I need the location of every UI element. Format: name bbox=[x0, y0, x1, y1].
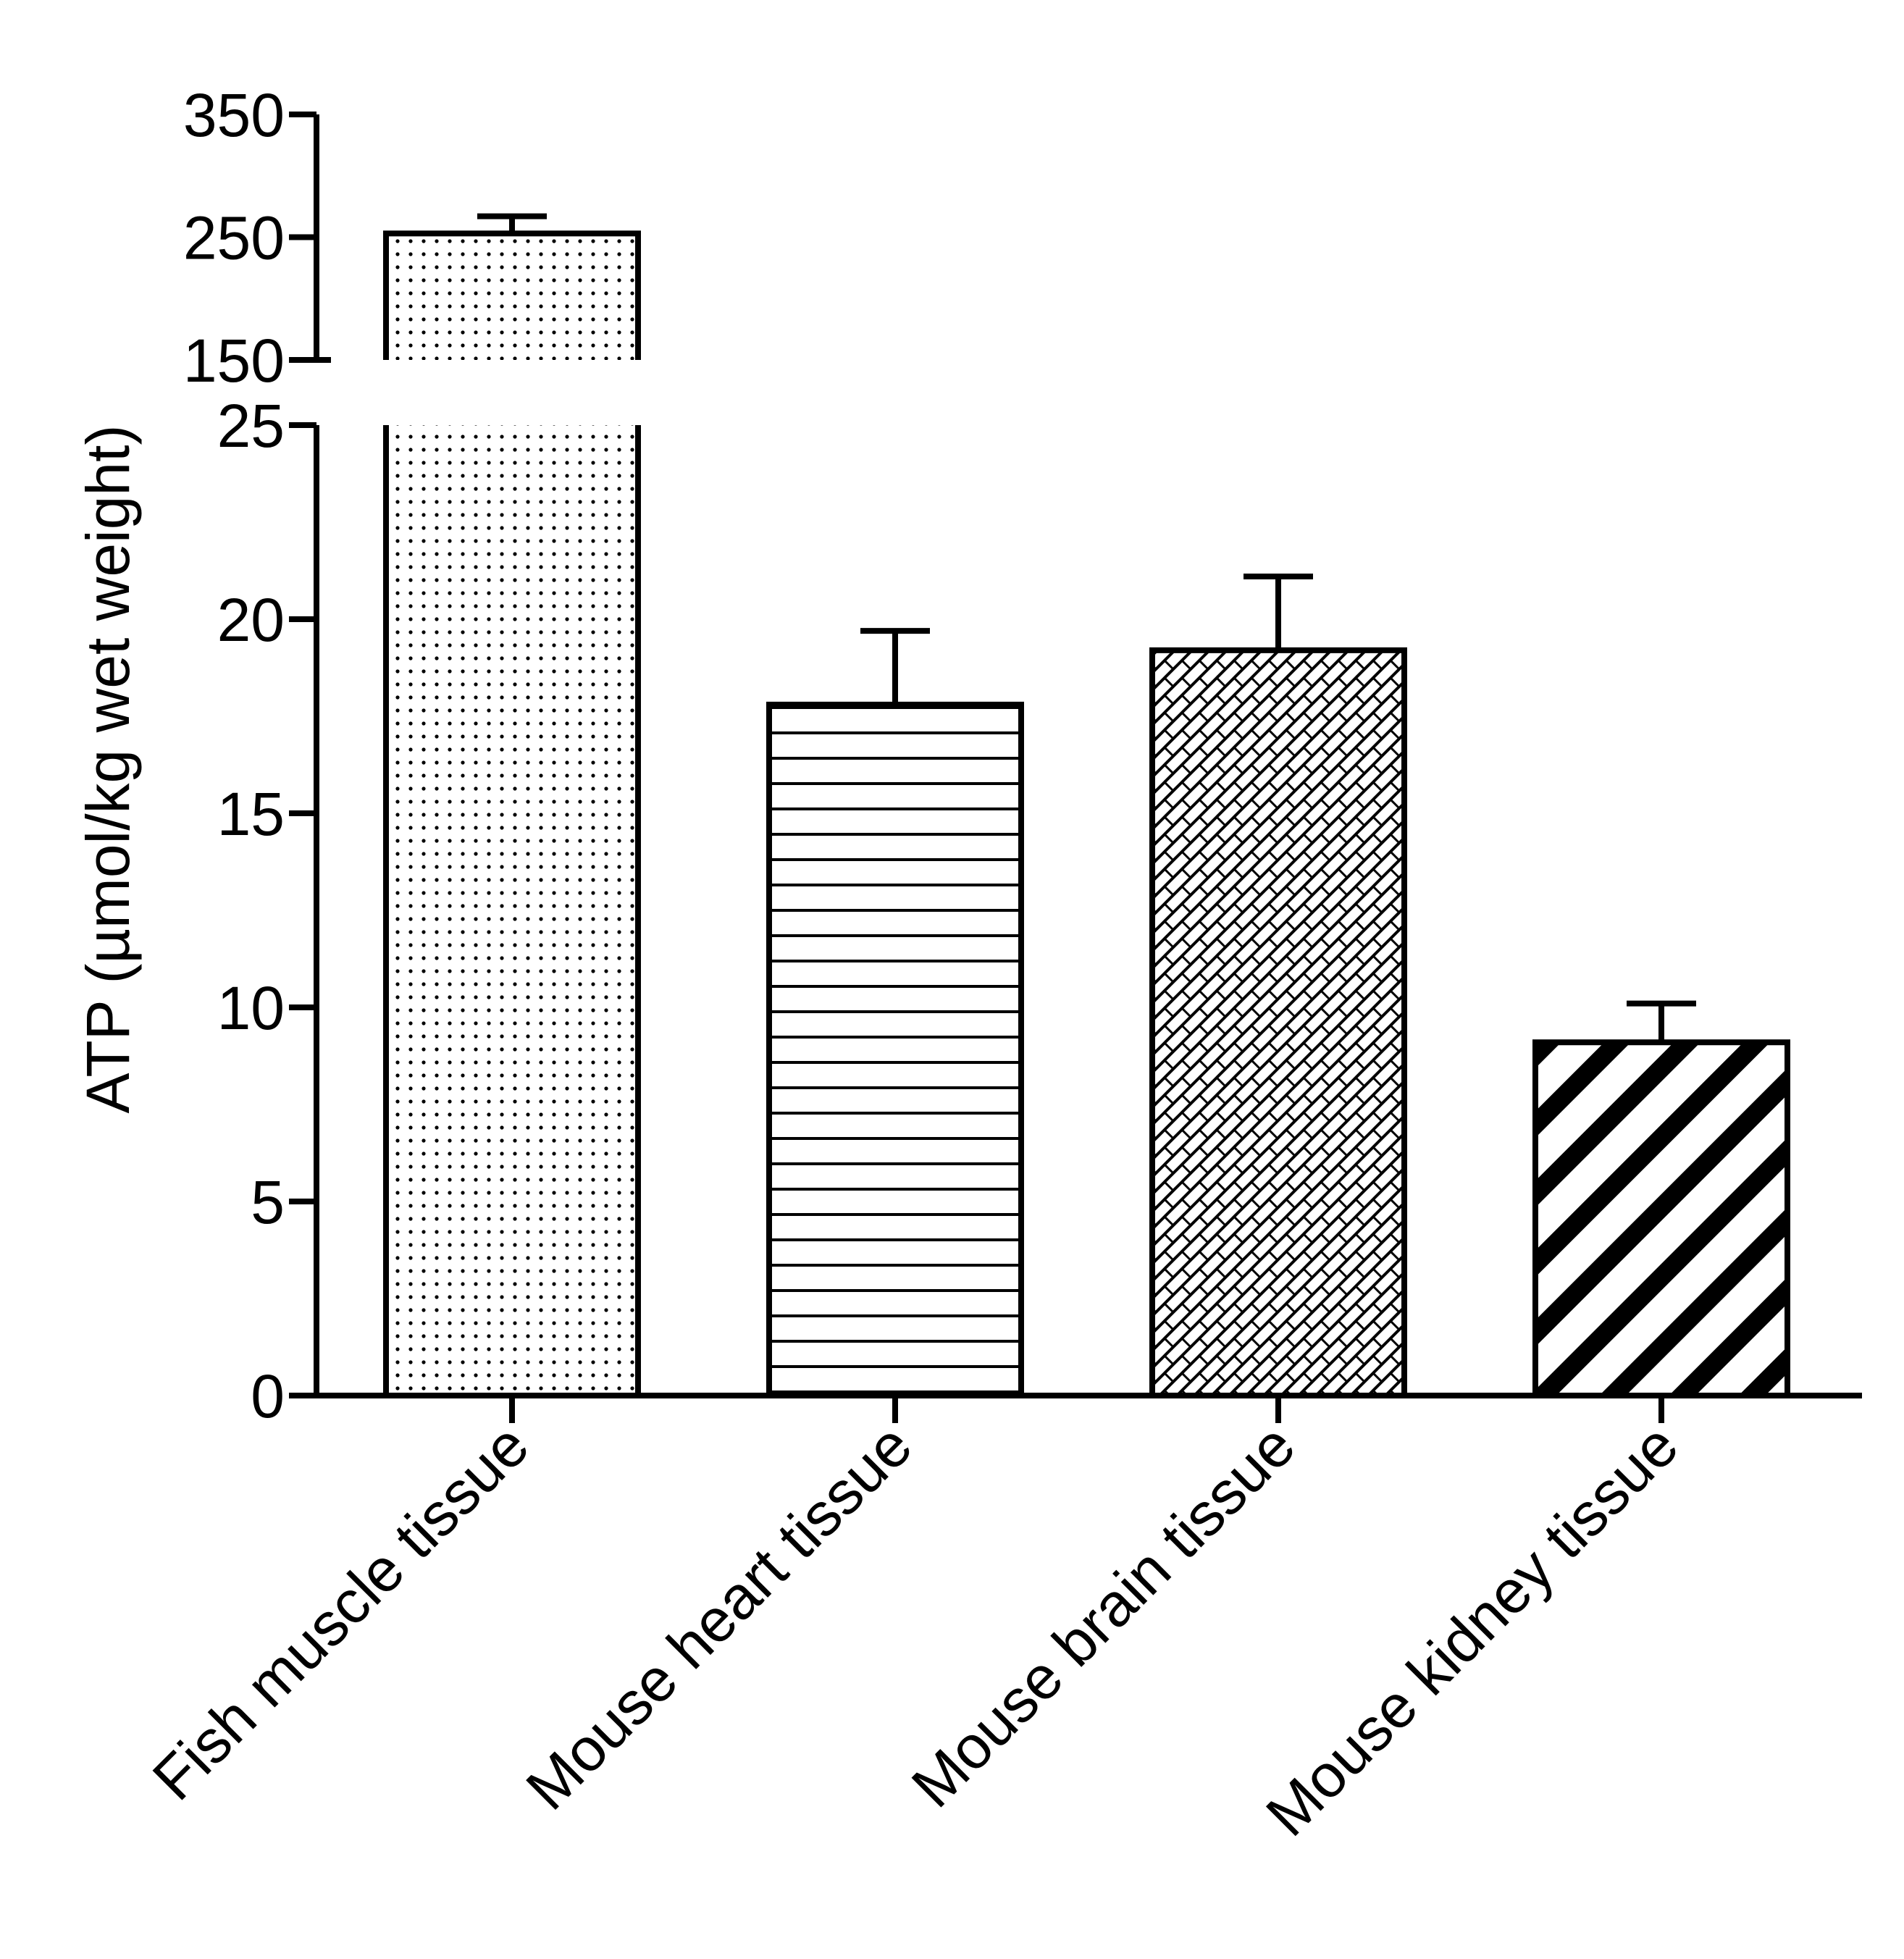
bars bbox=[383, 213, 1790, 1398]
bar-4 bbox=[1532, 1000, 1790, 1398]
x-tick-label-3: Mouse brain tissue bbox=[899, 1411, 1308, 1820]
y-tick-10-label: 10 bbox=[217, 974, 285, 1042]
x-tick-label-1: Fish muscle tissue bbox=[140, 1411, 542, 1813]
x-tick-label-4: Mouse kidney tissue bbox=[1253, 1411, 1691, 1849]
y-axis-title: ATP (µmol/kg wet weight) bbox=[74, 425, 142, 1114]
y-tick-350-label: 350 bbox=[183, 81, 285, 149]
bar-2 bbox=[766, 628, 1024, 1398]
y-tick-15-label: 15 bbox=[217, 780, 285, 848]
y-tick-5-label: 5 bbox=[251, 1168, 285, 1236]
y-tick-0-label: 0 bbox=[251, 1362, 285, 1430]
x-tick-label-2: Mouse heart tissue bbox=[513, 1411, 924, 1822]
bar-1 bbox=[383, 213, 641, 1396]
y-tick-20-label: 20 bbox=[217, 586, 285, 654]
bar-3 bbox=[1149, 574, 1407, 1398]
y-tick-25-label: 25 bbox=[217, 392, 285, 460]
y-tick-150-label: 150 bbox=[183, 327, 285, 395]
y-tick-250-label: 250 bbox=[183, 204, 285, 272]
